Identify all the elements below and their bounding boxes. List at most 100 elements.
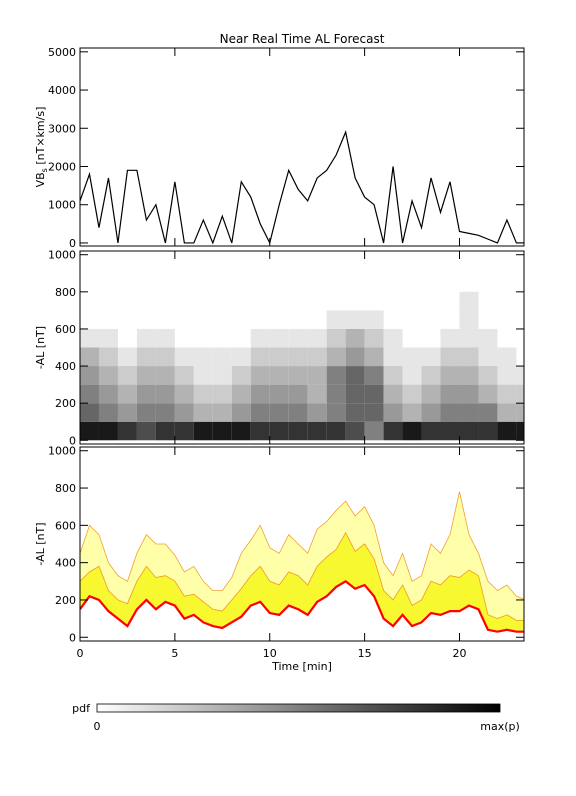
y-tick-label: 1000	[48, 199, 76, 212]
density-cell	[478, 384, 498, 404]
density-cell	[364, 421, 384, 441]
axes-frame	[79, 47, 525, 247]
density-cell	[269, 403, 289, 422]
density-cell	[459, 403, 479, 422]
density-cell	[459, 366, 479, 385]
density-cell	[440, 366, 460, 385]
axes-frame	[79, 446, 525, 642]
y-tick-label: 2000	[48, 160, 76, 173]
density-cell	[497, 347, 517, 367]
y-axis-label: -AL [nT]	[34, 326, 47, 369]
density-cell	[174, 403, 194, 422]
density-cell	[193, 421, 213, 441]
colorbar-label: pdf	[72, 702, 91, 715]
density-cell	[345, 310, 365, 329]
density-cell	[98, 328, 118, 348]
density-cell	[174, 421, 194, 441]
x-tick-label: 15	[358, 647, 372, 660]
x-tick-label: 5	[171, 647, 178, 660]
density-cell	[326, 310, 346, 329]
density-cell	[440, 421, 460, 441]
density-cell	[288, 366, 308, 385]
colorbar-min-label: 0	[94, 720, 101, 733]
chart-title: Near Real Time AL Forecast	[220, 32, 385, 46]
density-cell	[136, 347, 156, 367]
y-tick-label: 400	[55, 360, 76, 373]
plot-area	[80, 130, 524, 245]
density-cell	[345, 328, 365, 348]
density-cell	[136, 403, 156, 422]
density-cell	[345, 403, 365, 422]
density-cell	[307, 328, 327, 348]
density-cell	[117, 384, 137, 404]
density-cell	[440, 328, 460, 348]
density-cell	[212, 403, 232, 422]
density-cell	[478, 347, 498, 367]
density-cell	[193, 384, 213, 404]
density-cell	[174, 347, 194, 367]
density-cell	[440, 347, 460, 367]
density-cell	[326, 366, 346, 385]
density-cell	[80, 403, 99, 422]
density-cell	[269, 384, 289, 404]
density-cell	[231, 347, 251, 367]
density-cell	[155, 328, 175, 348]
y-axis-label-sub: s	[40, 168, 49, 172]
density-cell	[231, 421, 251, 441]
y-tick-label: 200	[55, 397, 76, 410]
density-cell	[326, 328, 346, 348]
density-cell	[231, 366, 251, 385]
y-tick-label: 0	[69, 237, 76, 250]
data-line	[80, 130, 524, 245]
density-cell	[231, 384, 251, 404]
density-cell	[364, 347, 384, 367]
density-cell	[364, 384, 384, 404]
density-cell	[117, 347, 137, 367]
density-cell	[155, 347, 175, 367]
density-cell	[193, 347, 213, 367]
density-cell	[155, 366, 175, 385]
density-cell	[288, 347, 308, 367]
density-cell	[383, 403, 403, 422]
density-cell	[117, 421, 137, 441]
density-cell	[364, 366, 384, 385]
density-cell	[98, 384, 118, 404]
density-cell	[212, 384, 232, 404]
density-cell	[383, 366, 403, 385]
density-cell	[136, 421, 156, 441]
density-cell	[516, 403, 524, 422]
density-cell	[288, 421, 308, 441]
density-cell	[98, 366, 118, 385]
density-cell	[212, 421, 232, 441]
density-cell	[193, 403, 213, 422]
y-tick-label: 0	[69, 631, 76, 644]
y-tick-label: 200	[55, 594, 76, 607]
density-cell	[478, 403, 498, 422]
density-cell	[326, 347, 346, 367]
y-axis-label-main: VB	[34, 172, 47, 187]
plot-area	[80, 291, 524, 441]
y-tick-label: 4000	[48, 84, 76, 97]
density-cell	[402, 403, 422, 422]
density-cell	[80, 421, 99, 441]
y-tick-label: 1000	[48, 249, 76, 262]
density-cell	[364, 310, 384, 329]
density-cell	[383, 347, 403, 367]
density-cell	[459, 328, 479, 348]
density-cell	[440, 403, 460, 422]
density-cell	[459, 310, 479, 329]
y-tick-label: 800	[55, 482, 76, 495]
y-axis-label-unit: [nT×km/s]	[34, 107, 47, 169]
density-cell	[80, 366, 99, 385]
plot-area	[80, 491, 524, 633]
density-cell	[364, 403, 384, 422]
density-cell	[269, 347, 289, 367]
density-cell	[136, 328, 156, 348]
density-cell	[288, 384, 308, 404]
y-tick-label: 600	[55, 519, 76, 532]
y-tick-label: 0	[69, 434, 76, 447]
colorbar	[96, 703, 501, 713]
density-cell	[155, 421, 175, 441]
axes-frame	[79, 250, 525, 445]
